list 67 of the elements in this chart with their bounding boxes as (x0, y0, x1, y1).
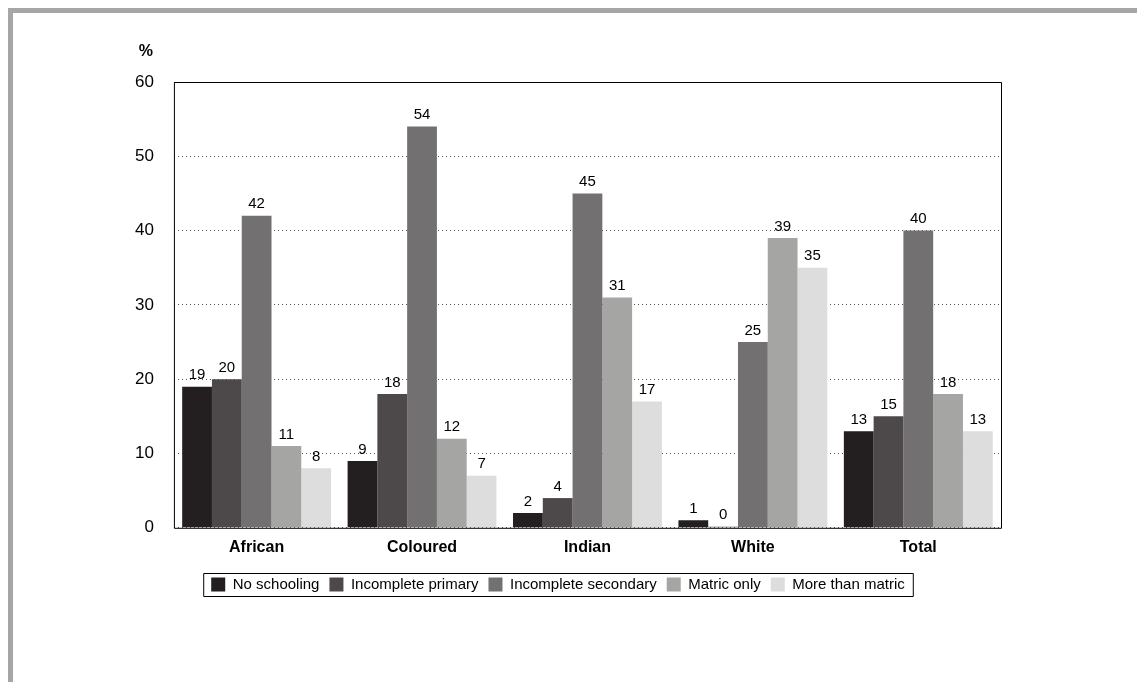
bar (211, 379, 242, 528)
data-label: 12 (443, 417, 461, 435)
bar (933, 394, 963, 528)
data-label: 45 (579, 172, 596, 190)
data-label: 54 (413, 105, 431, 123)
x-tick-label: Coloured (386, 537, 458, 555)
data-label: 11 (278, 424, 295, 442)
bar (797, 267, 828, 528)
bar (347, 460, 378, 528)
data-label: 7 (477, 454, 486, 472)
legend-label: Incomplete secondary (509, 574, 658, 592)
data-label: 0 (718, 505, 728, 523)
data-label: 8 (312, 447, 321, 464)
data-label: 15 (880, 394, 897, 412)
data-label: 9 (358, 439, 367, 457)
data-label: 13 (969, 409, 987, 427)
bar (377, 394, 408, 528)
data-label: 1 (689, 499, 698, 517)
bar (843, 431, 874, 528)
data-label: 40 (909, 209, 927, 227)
bar (962, 431, 993, 528)
bar (767, 238, 798, 528)
bar (513, 512, 543, 528)
data-label: 13 (850, 409, 868, 427)
data-label: 17 (638, 380, 656, 398)
bar (572, 193, 603, 528)
legend-label: Matric only (688, 574, 762, 592)
x-tick-label: Indian (563, 537, 612, 555)
y-tick-label: 60 (134, 71, 154, 91)
legend-label: Incomplete primary (350, 574, 479, 592)
legend-label: More than matric (792, 574, 906, 592)
bar (903, 230, 934, 528)
y-tick-label: 30 (134, 294, 154, 314)
data-label: 18 (939, 372, 957, 390)
data-label: 18 (383, 372, 401, 390)
data-label: 20 (218, 357, 236, 375)
bar (182, 386, 212, 528)
bar (436, 438, 467, 528)
data-label: 19 (188, 365, 206, 383)
bar (271, 446, 302, 528)
x-tick-label: White (731, 537, 775, 555)
y-tick-label: 40 (134, 220, 154, 240)
data-label: 2 (523, 491, 533, 509)
bar (407, 126, 437, 528)
x-tick-label: African (229, 537, 285, 555)
data-label: 42 (248, 194, 265, 212)
bar (466, 475, 497, 528)
bar (301, 468, 332, 528)
y-tick-label: 10 (134, 443, 154, 463)
bar (602, 297, 633, 528)
data-label: 4 (553, 476, 562, 494)
data-label: 35 (804, 246, 821, 264)
bar (542, 498, 573, 528)
bar (873, 416, 904, 528)
data-label: 25 (744, 320, 762, 338)
x-tick-label: Total (899, 537, 937, 555)
y-tick-label: 50 (134, 145, 154, 165)
bar (737, 342, 768, 528)
bar (241, 215, 272, 528)
legend-label: No schooling (232, 574, 320, 592)
data-label: 39 (774, 216, 791, 234)
y-tick-label: 20 (134, 368, 154, 388)
y-axis-title: % (138, 42, 154, 60)
data-label: 31 (608, 276, 626, 294)
y-tick-label: 0 (144, 517, 154, 537)
bar (632, 401, 662, 528)
bar (678, 520, 709, 528)
